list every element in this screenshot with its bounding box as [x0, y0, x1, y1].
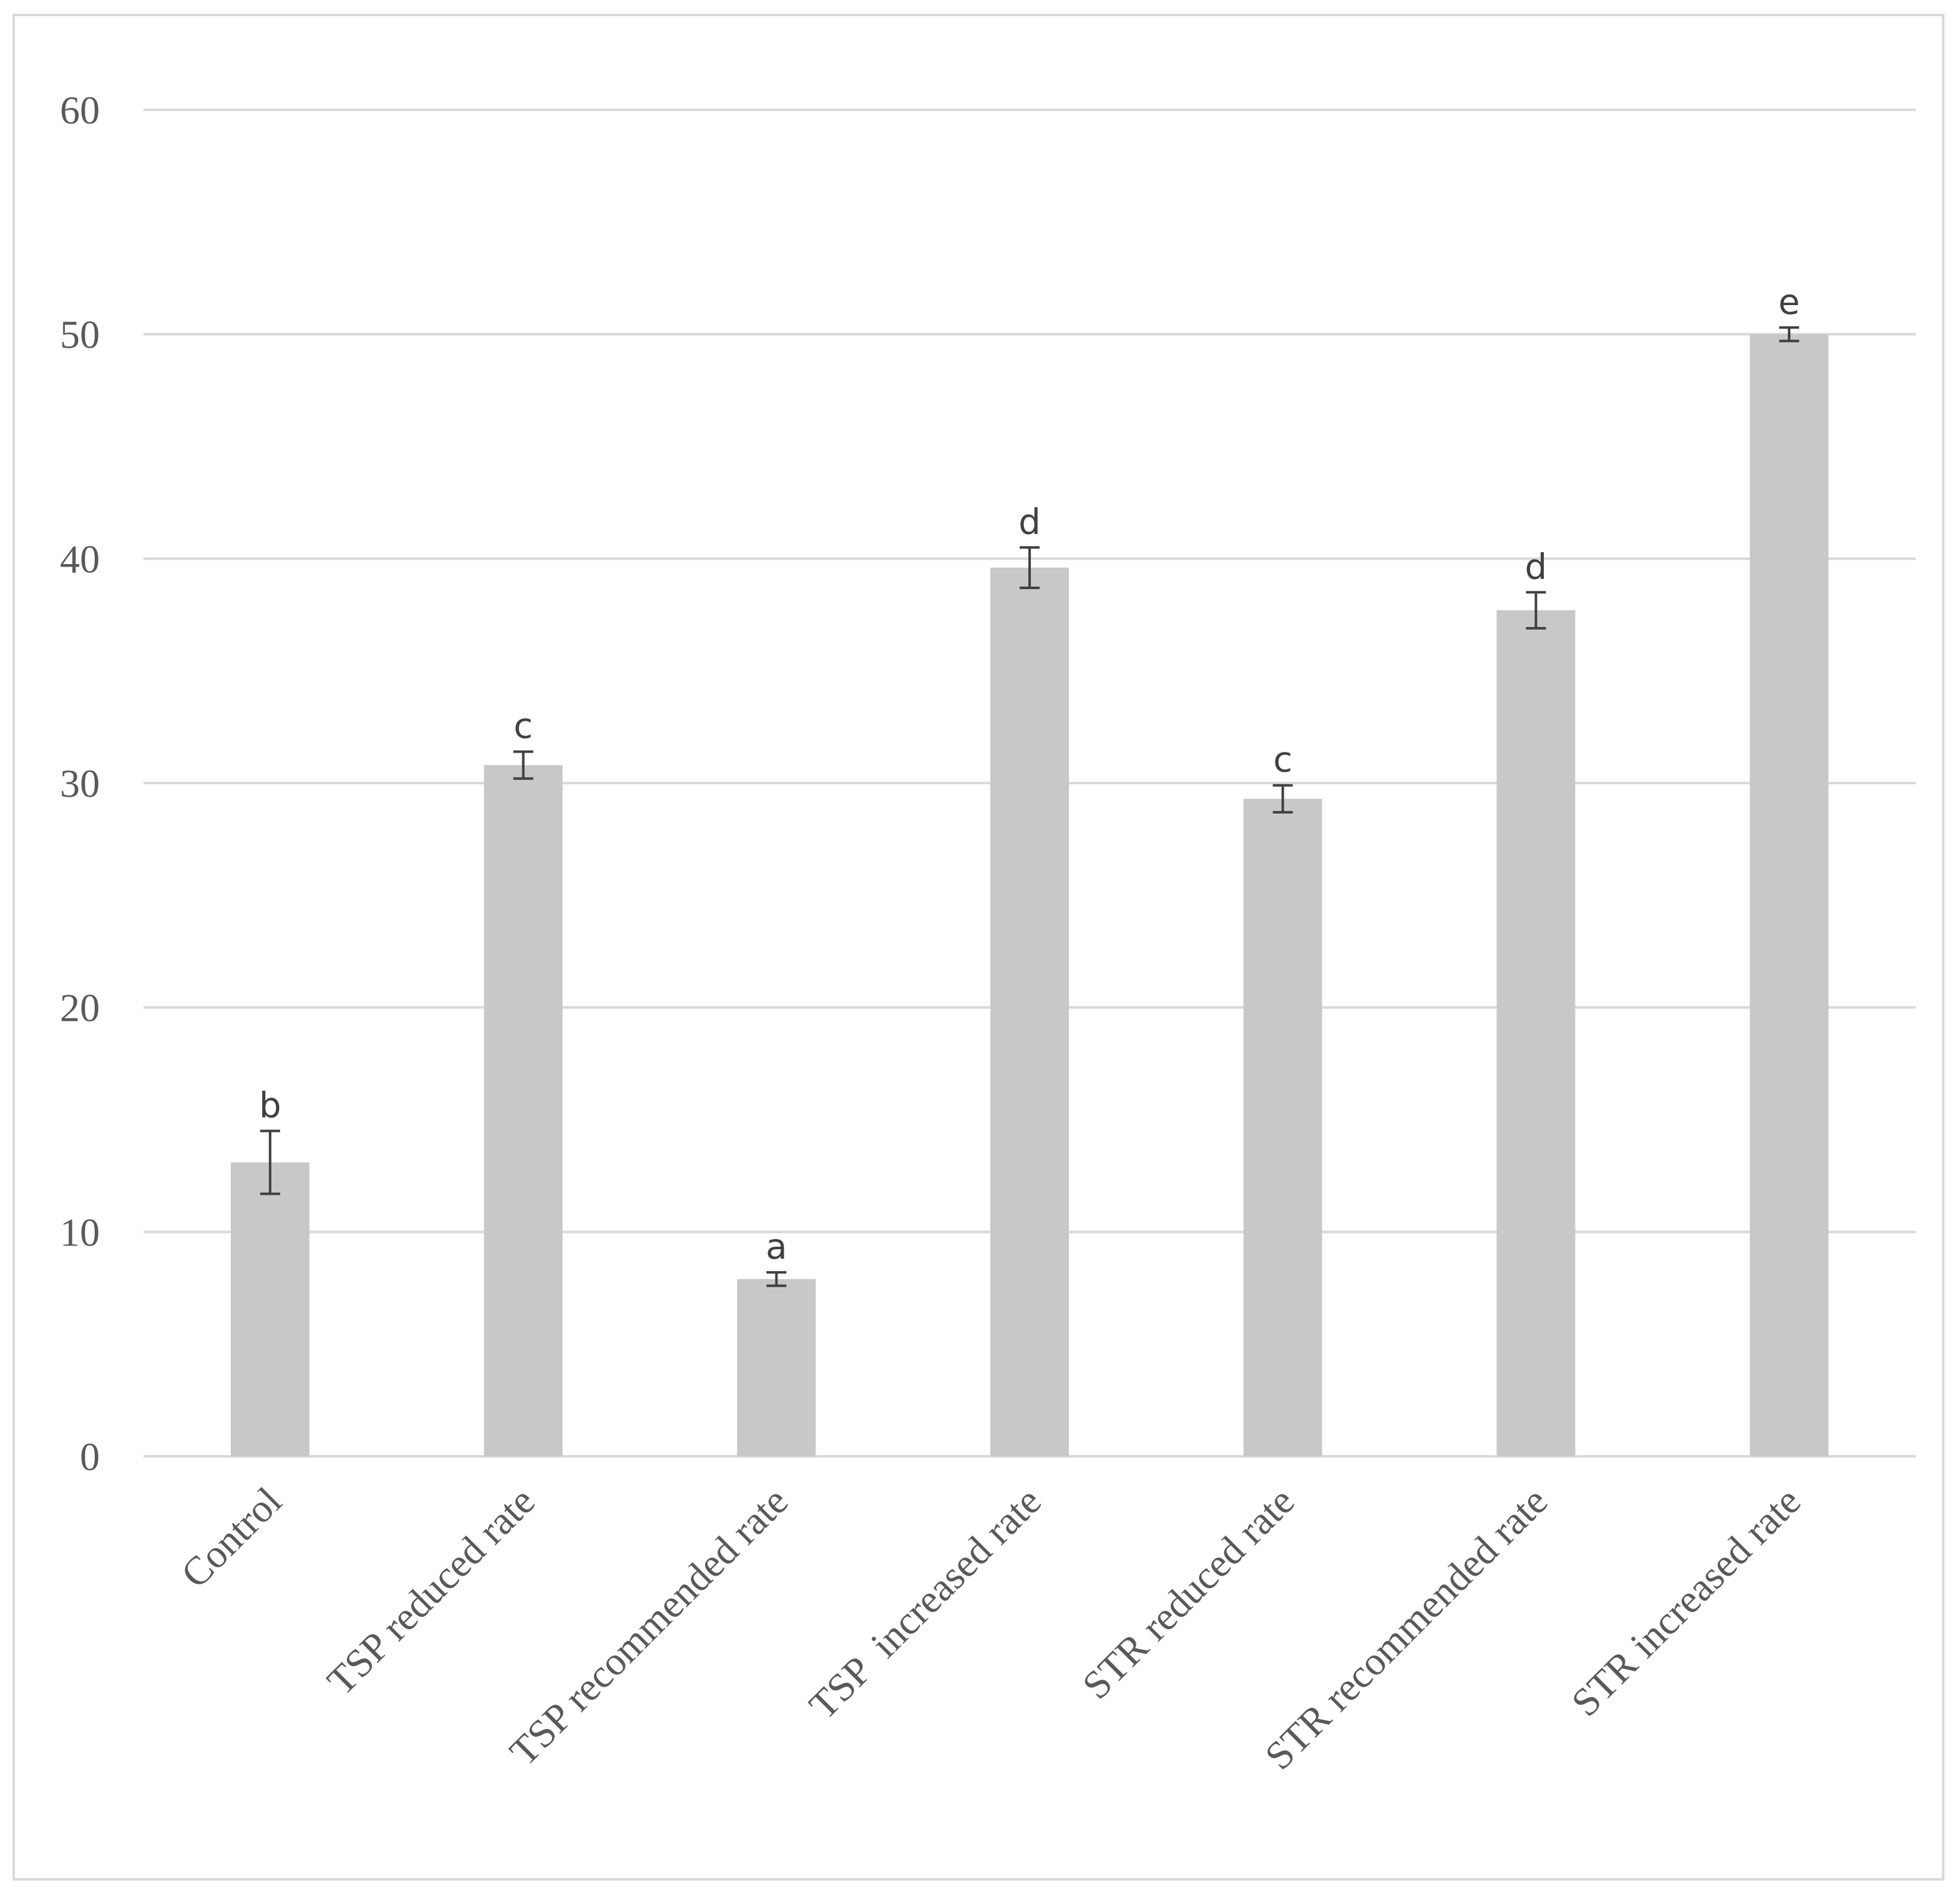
y-tick-label: 20 [60, 986, 100, 1030]
x-tick-label: TSP recommended rate [501, 1479, 796, 1774]
y-tick-label: 40 [60, 537, 100, 581]
x-tick-label: STR recommended rate [1256, 1479, 1556, 1778]
significance-label: d [1018, 502, 1041, 542]
x-tick-label: Control [172, 1479, 290, 1596]
bar [230, 1162, 310, 1456]
bar [737, 1279, 816, 1456]
significance-label: e [1778, 282, 1800, 323]
y-tick-label: 30 [60, 761, 100, 806]
significance-label: c [514, 706, 533, 747]
y-tick-label: 50 [60, 313, 100, 357]
chart-frame [12, 14, 1944, 1881]
x-tick-label: STR increased rate [1563, 1479, 1809, 1725]
significance-label: d [1525, 547, 1548, 587]
significance-label: b [259, 1085, 281, 1126]
bar [1496, 610, 1576, 1456]
significance-label: a [766, 1227, 787, 1267]
y-tick-label: 0 [80, 1435, 100, 1479]
x-tick-label: STR reduced rate [1074, 1479, 1303, 1708]
bar [1750, 334, 1829, 1456]
bar [990, 567, 1069, 1456]
y-tick-label: 60 [60, 88, 100, 132]
bar [484, 765, 563, 1456]
x-tick-label: TSP reduced rate [318, 1479, 543, 1703]
significance-label: c [1273, 740, 1292, 781]
x-tick-label: TSP increased rate [801, 1479, 1050, 1728]
y-tick-label: 10 [60, 1210, 100, 1254]
bar [1243, 799, 1322, 1456]
